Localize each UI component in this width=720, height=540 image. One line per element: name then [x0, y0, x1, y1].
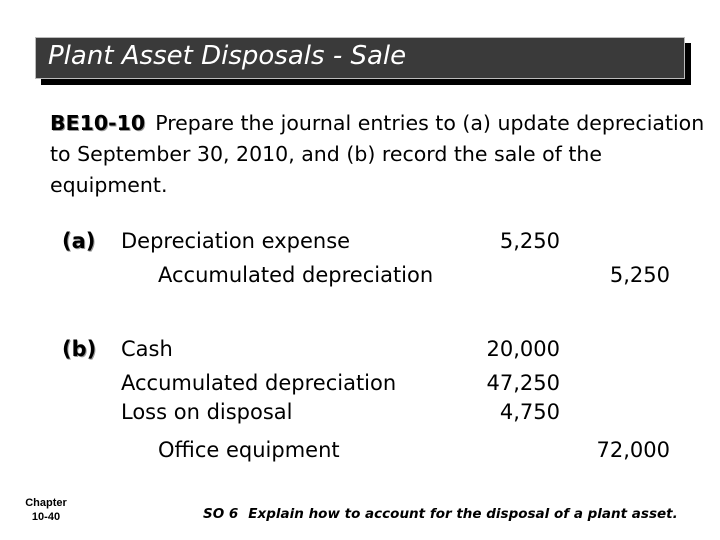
- exercise-text: Prepare the journal entries to (a) updat…: [50, 111, 705, 197]
- entry-b-label: (b): [62, 337, 97, 361]
- exercise-prompt: BE10-10 Prepare the journal entries to (a…: [50, 108, 710, 201]
- entry-b-line-accum-debit: 47,250: [486, 371, 560, 395]
- entry-a-credit-amount: 5,250: [609, 263, 670, 287]
- study-objective-text: Explain how to account for the disposal …: [248, 506, 678, 522]
- chapter-word: Chapter: [25, 497, 67, 509]
- title-bar: Plant Asset Disposals - Sale: [35, 37, 685, 79]
- entry-a-debit-account: Depreciation expense: [121, 229, 351, 253]
- entry-a-credit-account: Accumulated depreciation: [158, 263, 434, 287]
- page-number: 10-40: [31, 511, 61, 523]
- study-objective-label: SO 6: [203, 506, 239, 522]
- entry-b-line-equipment-credit: 72,000: [596, 438, 670, 462]
- entry-b-line-loss-debit: 4,750: [499, 400, 560, 424]
- study-objective: SO 6 Explain how to account for the dispo…: [203, 506, 678, 522]
- exercise-code: BE10-10: [50, 111, 146, 135]
- entry-b-line-equipment-account: Office equipment: [158, 438, 340, 462]
- entry-a-debit-amount: 5,250: [499, 229, 560, 253]
- slide-title: Plant Asset Disposals - Sale: [48, 41, 407, 71]
- entry-b-line-cash-account: Cash: [121, 337, 173, 361]
- entry-b-line-accum-account: Accumulated depreciation: [121, 371, 397, 395]
- chapter-label: Chapter 10-40: [14, 496, 78, 524]
- entry-b-line-cash-debit: 20,000: [486, 337, 560, 361]
- entry-b-line-loss-account: Loss on disposal: [121, 400, 293, 424]
- entry-a-label: (a): [62, 229, 96, 253]
